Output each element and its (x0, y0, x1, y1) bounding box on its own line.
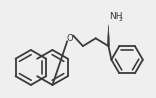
Text: 2: 2 (119, 17, 123, 22)
Polygon shape (107, 25, 110, 46)
Text: O: O (67, 34, 73, 43)
Text: NH: NH (109, 12, 123, 21)
